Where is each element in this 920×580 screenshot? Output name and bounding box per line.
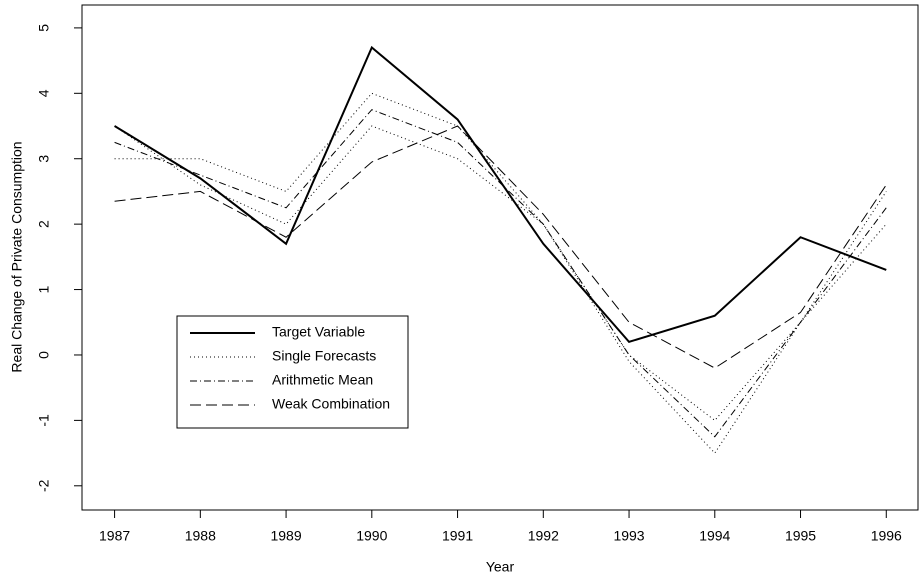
y-tick-label: 2 bbox=[36, 220, 52, 228]
y-tick-label: 1 bbox=[36, 285, 52, 293]
x-tick-label: 1988 bbox=[185, 528, 216, 544]
legend-label: Weak Combination bbox=[272, 396, 390, 412]
x-tick-label: 1996 bbox=[871, 528, 902, 544]
series-line bbox=[114, 109, 887, 438]
x-tick-label: 1994 bbox=[699, 528, 730, 544]
legend-label: Arithmetic Mean bbox=[272, 372, 373, 388]
x-tick-label: 1993 bbox=[613, 528, 644, 544]
series-line bbox=[114, 92, 887, 422]
y-tick-label: 5 bbox=[36, 24, 52, 32]
y-tick-label: 4 bbox=[36, 89, 52, 97]
y-tick-label: 0 bbox=[36, 351, 52, 359]
x-tick-label: 1991 bbox=[442, 528, 473, 544]
y-tick-label: -2 bbox=[36, 479, 52, 492]
x-tick-label: 1990 bbox=[356, 528, 387, 544]
x-tick-label: 1989 bbox=[270, 528, 301, 544]
plot-frame bbox=[81, 4, 919, 511]
series-line bbox=[114, 125, 887, 369]
y-tick-label: -1 bbox=[36, 414, 52, 427]
y-tick-label: 3 bbox=[36, 155, 52, 163]
y-axis-title: Real Change of Private Consumption bbox=[9, 141, 25, 372]
series-line bbox=[114, 45, 887, 344]
legend-label: Single Forecasts bbox=[272, 348, 376, 364]
legend-label: Target Variable bbox=[272, 324, 365, 340]
x-axis-title: Year bbox=[486, 559, 515, 575]
x-tick-label: 1992 bbox=[528, 528, 559, 544]
legend-box bbox=[176, 315, 409, 429]
x-tick-label: 1987 bbox=[99, 528, 130, 544]
x-tick-label: 1995 bbox=[785, 528, 816, 544]
